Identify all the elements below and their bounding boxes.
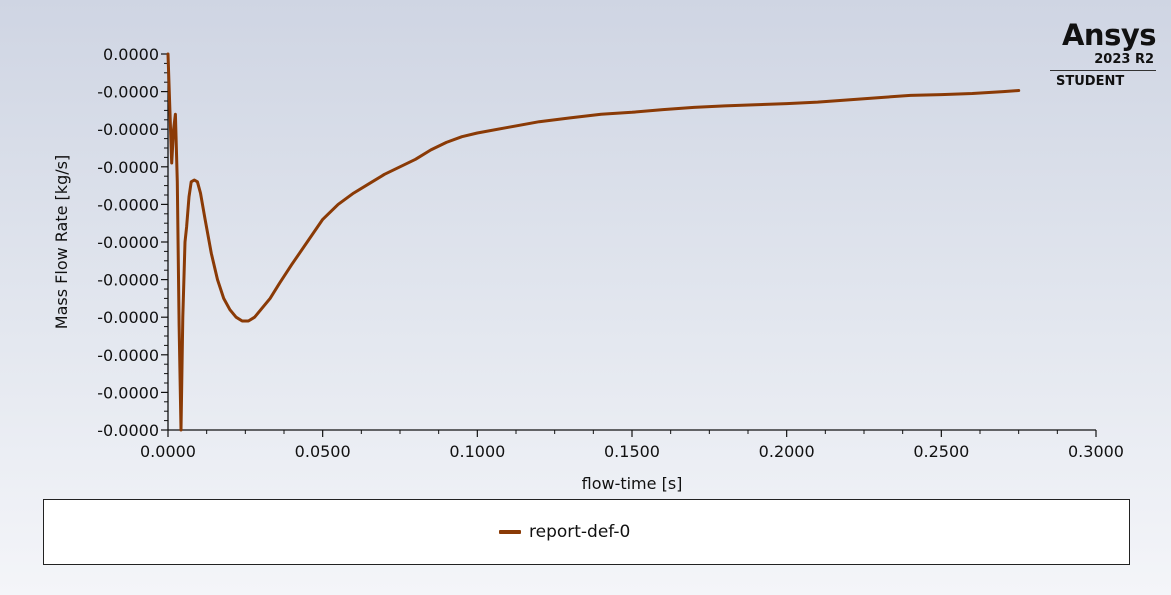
legend-label: report-def-0 [529, 522, 631, 542]
y-tick-label: -0.0000 [97, 195, 159, 214]
x-tick-label: 0.1000 [449, 442, 505, 461]
x-tick-label: 0.2500 [913, 442, 969, 461]
ansys-logo: Ansys 2023 R2 STUDENT [1046, 18, 1157, 89]
y-axis-title: Mass Flow Rate [kg/s] [52, 155, 71, 329]
y-tick-label: -0.0000 [97, 308, 159, 327]
x-axis-title: flow-time [s] [582, 474, 683, 493]
y-tick-label: -0.0000 [97, 421, 159, 440]
logo-divider [1050, 70, 1156, 71]
y-tick-label: -0.0000 [97, 233, 159, 252]
y-tick-label: -0.0000 [97, 383, 159, 402]
y-tick-label: -0.0000 [97, 83, 159, 102]
logo-version: 2023 R2 [1094, 52, 1154, 67]
legend-entry[interactable]: report-def-0 [499, 522, 630, 542]
y-tick-label: -0.0000 [97, 120, 159, 139]
x-tick-label: 0.1500 [604, 442, 660, 461]
series-line-report-def-0 [166, 52, 1021, 432]
y-tick-label: 0.0000 [103, 45, 159, 64]
y-tick-label: -0.0000 [97, 271, 159, 290]
chart-ticks: 0.0000 -0.0000 -0.0000 -0.0000 -0.0000 -0.000… [97, 45, 1124, 461]
x-tick-label: 0.0000 [140, 442, 196, 461]
logo-brand: Ansys [1061, 18, 1157, 52]
x-tick-label: 0.0500 [295, 442, 351, 461]
y-tick-label: -0.0000 [97, 158, 159, 177]
legend-swatch [499, 530, 521, 534]
logo-edition: STUDENT [1056, 74, 1125, 89]
legend: report-def-0 [43, 499, 1130, 565]
x-tick-label: 0.2000 [759, 442, 815, 461]
chart-series [166, 52, 1021, 432]
x-tick-label: 0.3000 [1068, 442, 1124, 461]
y-tick-label: -0.0000 [97, 346, 159, 365]
